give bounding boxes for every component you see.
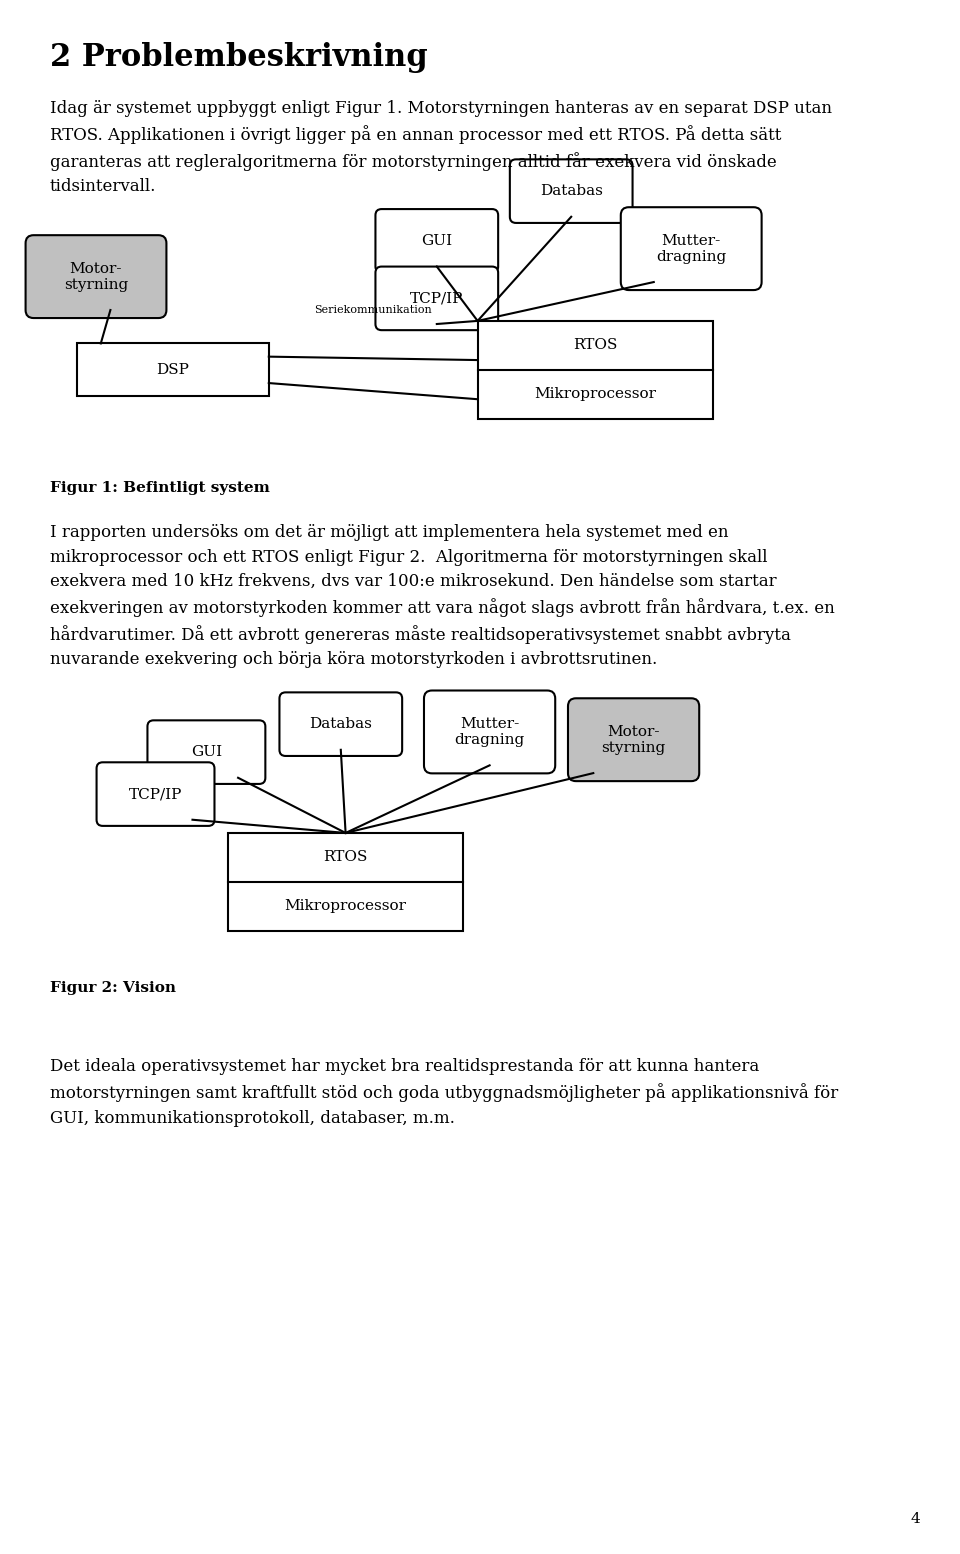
Text: Motor-
styrning: Motor- styrning [64,261,128,292]
Text: 4: 4 [910,1512,920,1526]
Text: Idag är systemet uppbyggt enligt Figur 1. Motorstyrningen hanteras av en separat: Idag är systemet uppbyggt enligt Figur 1… [50,99,832,196]
FancyBboxPatch shape [375,267,498,329]
FancyBboxPatch shape [568,698,699,782]
FancyBboxPatch shape [26,235,166,319]
Text: I rapporten undersöks om det är möjligt att implementera hela systemet med en
mi: I rapporten undersöks om det är möjligt … [50,525,835,668]
FancyBboxPatch shape [279,693,402,755]
Text: GUI: GUI [191,744,222,760]
Bar [77,343,269,396]
Text: Mutter-
dragning: Mutter- dragning [656,233,727,264]
Text: RTOS: RTOS [324,850,368,864]
Text: Databas: Databas [309,716,372,732]
Text: GUI: GUI [421,233,452,249]
Bar [228,833,463,931]
Bar [478,322,712,420]
Text: Mikroprocessor: Mikroprocessor [284,900,407,914]
FancyBboxPatch shape [148,721,265,783]
Text: TCP/IP: TCP/IP [410,291,464,306]
Text: Databas: Databas [540,183,603,199]
Text: Figur 1: Befintligt system: Figur 1: Befintligt system [50,482,270,496]
Text: Det ideala operativsystemet har mycket bra realtidsprestanda för att kunna hante: Det ideala operativsystemet har mycket b… [50,1058,838,1127]
Text: Seriekommunikation: Seriekommunikation [314,305,432,314]
Text: Figur 2: Vision: Figur 2: Vision [50,981,176,995]
FancyBboxPatch shape [510,160,633,222]
Text: Mutter-
dragning: Mutter- dragning [454,716,525,747]
Text: TCP/IP: TCP/IP [129,786,182,802]
Text: Motor-
styrning: Motor- styrning [602,724,665,755]
FancyBboxPatch shape [621,207,761,291]
FancyBboxPatch shape [375,210,498,272]
Text: 2 Problembeskrivning: 2 Problembeskrivning [50,42,428,73]
Text: Mikroprocessor: Mikroprocessor [534,387,657,401]
Text: RTOS: RTOS [573,339,617,353]
Text: DSP: DSP [156,362,189,378]
FancyBboxPatch shape [424,690,555,774]
FancyBboxPatch shape [97,763,214,825]
